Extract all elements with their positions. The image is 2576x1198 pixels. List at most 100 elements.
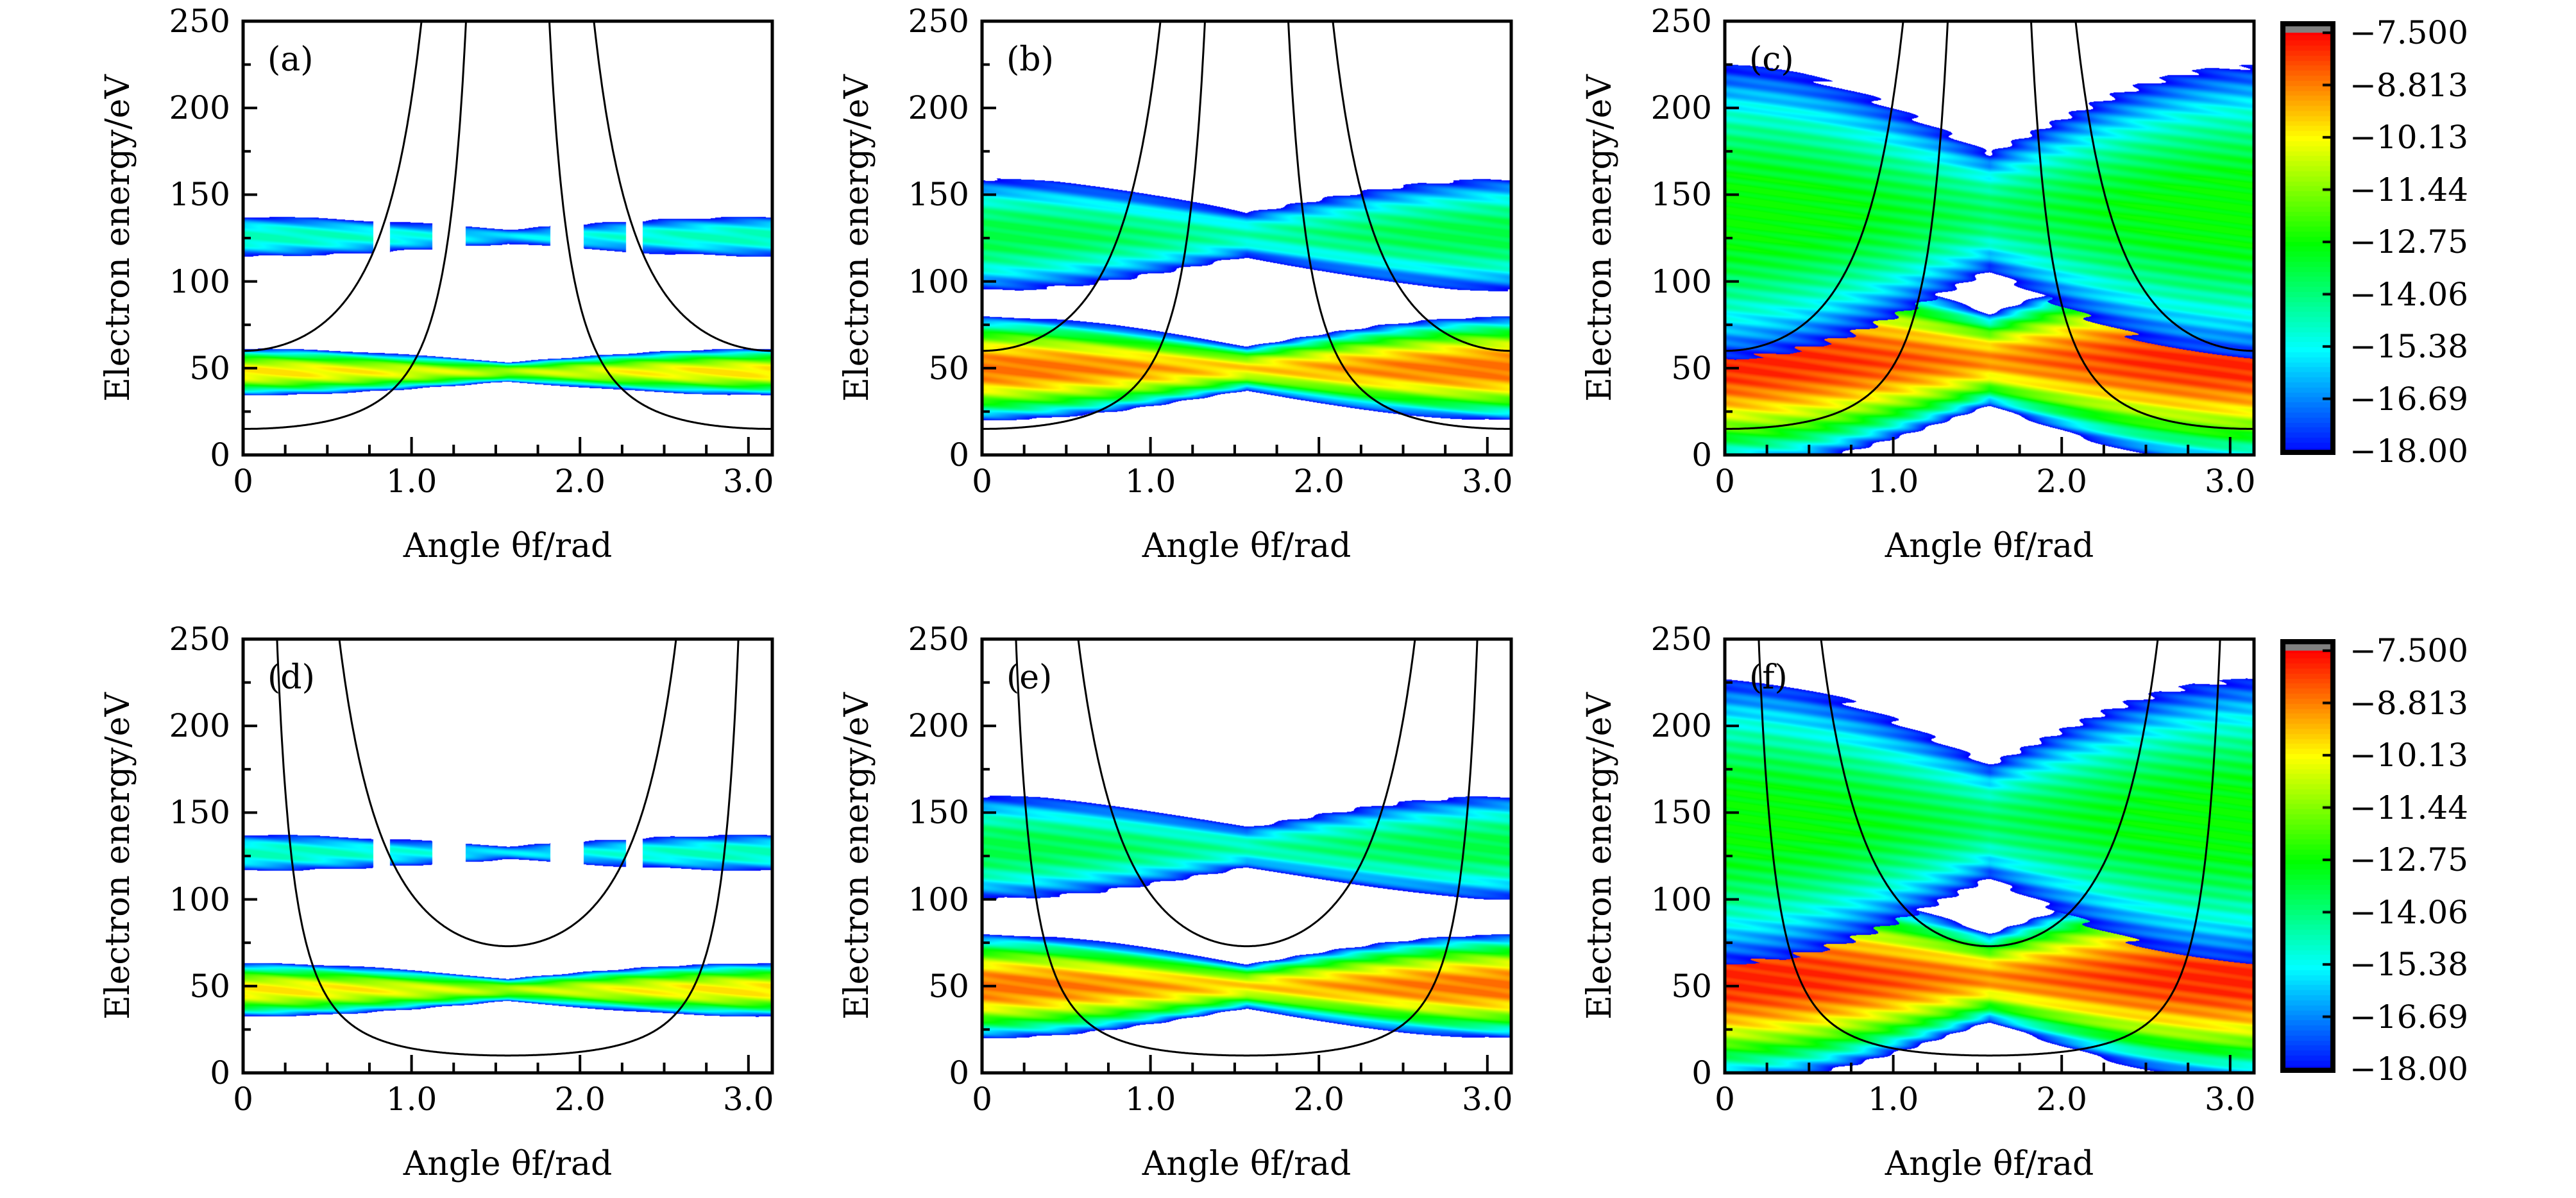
x-axis-label: Angle θf/rad (1885, 1145, 2094, 1183)
colorbar-tick-label: −8.813 (2350, 684, 2469, 722)
y-tick-label: 200 (908, 707, 969, 745)
colorbar-tick-label: −18.00 (2350, 1050, 2469, 1088)
x-tick-label: 1.0 (386, 1081, 437, 1118)
y-tick-label: 150 (169, 176, 230, 214)
heatmap-band (1725, 21, 2254, 455)
y-tick-label: 200 (169, 89, 230, 127)
x-axis-label: Angle θf/rad (1885, 527, 2094, 565)
colorbar-tick-label: −8.813 (2350, 66, 2469, 104)
heatmap-band (982, 639, 1511, 1073)
x-tick-label: 3.0 (723, 1081, 774, 1118)
x-tick-label: 1.0 (1867, 1081, 1919, 1118)
y-tick-label: 0 (210, 1054, 230, 1091)
colorbar-tick-label: −12.75 (2350, 223, 2469, 261)
plot-area (980, 637, 1513, 1075)
threshold-curve (1820, 639, 2159, 948)
y-tick-label: 250 (169, 3, 230, 40)
axes (241, 637, 774, 1075)
y-tick-label: 200 (1650, 89, 1712, 127)
colorbar-tick-label: −7.500 (2350, 632, 2469, 669)
colorbar-gradient (2280, 21, 2335, 455)
y-tick-label: 200 (1650, 707, 1712, 745)
threshold-curve (982, 21, 1511, 352)
colorbar-tick-label: −15.38 (2350, 946, 2469, 983)
y-tick-label: 150 (1650, 794, 1712, 832)
y-axis-label: Electron energy/eV (838, 74, 876, 402)
y-tick-label: 250 (169, 620, 230, 658)
y-axis-label: Electron energy/eV (1580, 74, 1619, 402)
colorbar-tick-label: −11.44 (2350, 171, 2469, 209)
threshold-curve (1725, 21, 2254, 430)
y-tick-label: 0 (1691, 436, 1712, 474)
threshold-curve (1725, 21, 2254, 352)
x-tick-label: 2.0 (554, 463, 606, 500)
axes-frame (1723, 637, 2256, 1075)
panel-label: (d) (267, 658, 315, 697)
y-tick-label: 50 (1671, 349, 1712, 387)
y-axis-label: Electron energy/eV (99, 74, 137, 402)
axes (241, 19, 774, 457)
colorbar: −7.500 −8.813 −10.13 −11.44 −12.75 −14.06 −15.… (2280, 635, 2468, 1085)
x-tick-label: 2.0 (1293, 1081, 1344, 1118)
x-tick-label: 0 (233, 463, 253, 500)
colorbar-gradient (2280, 639, 2335, 1073)
y-tick-label: 100 (908, 262, 969, 300)
panel-a: 0 50 100 150 200 250 0 1.0 2.0 3.0 (a) Angle θf/rad… (99, 5, 774, 564)
axes-frame (241, 637, 774, 1075)
x-tick-label: 1.0 (1124, 1081, 1176, 1118)
y-tick-label: 250 (1650, 620, 1712, 658)
y-tick-label: 100 (908, 880, 969, 918)
y-tick-label: 50 (1671, 967, 1712, 1005)
y-tick-label: 50 (189, 967, 230, 1005)
colorbar-tick-label: −18.00 (2350, 432, 2469, 470)
plot-area (1723, 637, 2256, 1075)
panel-e: 0 50 100 150 200 250 0 1.0 2.0 3.0 (e) Angle θf/rad… (838, 623, 1513, 1182)
panel-label: (a) (267, 40, 314, 79)
y-tick-label: 100 (1650, 880, 1712, 918)
plot-area (1723, 19, 2256, 457)
axes (980, 19, 1513, 457)
x-tick-label: 0 (233, 1081, 253, 1118)
y-tick-label: 250 (908, 3, 969, 40)
panel-label: (e) (1006, 658, 1053, 697)
y-tick-label: 250 (908, 620, 969, 658)
panel-d: 0 50 100 150 200 250 0 1.0 2.0 3.0 (d) Angle θf/rad… (99, 623, 774, 1182)
threshold-curve (982, 21, 1511, 430)
axes-frame (241, 19, 774, 457)
axes-frame (980, 637, 1513, 1075)
y-tick-label: 200 (908, 89, 969, 127)
x-tick-label: 0 (972, 463, 992, 500)
x-tick-label: 3.0 (1462, 463, 1513, 500)
colorbar-tick-label: −15.38 (2350, 328, 2469, 365)
y-tick-label: 100 (169, 262, 230, 300)
y-tick-label: 50 (189, 349, 230, 387)
y-tick-label: 200 (169, 707, 230, 745)
y-tick-label: 250 (1650, 3, 1712, 40)
plot-area (241, 637, 774, 1075)
colorbar-tick-label: −10.13 (2350, 737, 2469, 774)
heatmap-band (243, 21, 772, 455)
plot-area (241, 19, 774, 457)
y-tick-label: 100 (1650, 262, 1712, 300)
x-tick-label: 1.0 (386, 463, 437, 500)
x-axis-label: Angle θf/rad (403, 1145, 613, 1183)
colorbar-tick-label: −7.500 (2350, 14, 2469, 51)
x-tick-label: 1.0 (1124, 463, 1176, 500)
panel-b: 0 50 100 150 200 250 0 1.0 2.0 3.0 (b) Angle θf/rad… (838, 5, 1513, 564)
heatmap-band (243, 639, 772, 1073)
threshold-curve (1015, 639, 1479, 1057)
y-tick-label: 0 (210, 436, 230, 474)
colorbar-tick-label: −16.69 (2350, 380, 2469, 418)
y-tick-label: 50 (928, 967, 969, 1005)
y-tick-label: 0 (1691, 1054, 1712, 1091)
x-tick-label: 3.0 (723, 463, 774, 500)
x-tick-label: 2.0 (1293, 463, 1344, 500)
axes-frame (980, 19, 1513, 457)
threshold-curve (276, 639, 740, 1057)
y-tick-label: 0 (949, 436, 969, 474)
x-tick-label: 2.0 (2036, 1081, 2087, 1118)
x-axis-label: Angle θf/rad (1142, 1145, 1352, 1183)
y-axis-label: Electron energy/eV (838, 692, 876, 1020)
threshold-curve (1077, 639, 1416, 948)
colorbar-tick-label: −12.75 (2350, 841, 2469, 878)
